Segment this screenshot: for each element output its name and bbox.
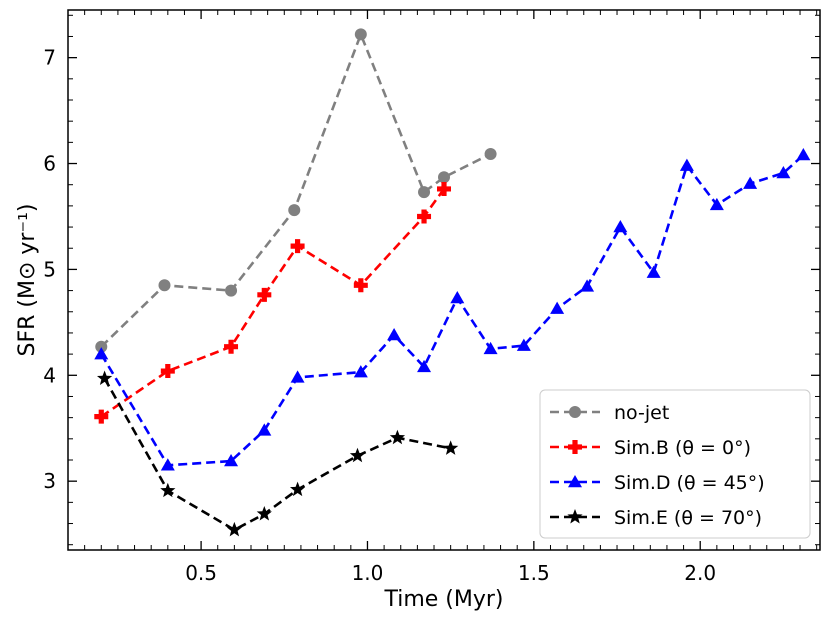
marker-triangle — [550, 301, 565, 314]
marker-triangle — [94, 347, 109, 360]
marker-circle — [158, 279, 171, 292]
legend: no-jet Sim.B (θ = 0°) Sim.D (θ = 45°) Sim.E… — [539, 389, 811, 539]
marker-circle — [354, 28, 367, 41]
marker-plus — [160, 364, 175, 379]
marker-star — [289, 481, 306, 497]
marker-triangle — [679, 158, 694, 171]
marker-circle — [438, 171, 450, 184]
marker-triangle — [353, 365, 368, 378]
marker-plus — [94, 409, 109, 424]
marker-triangle — [257, 423, 272, 436]
marker-triangle — [646, 265, 661, 278]
y-tick-label: 6 — [43, 152, 56, 176]
legend-entry: Sim.B (θ = 0°) — [550, 437, 751, 459]
plot-layer — [94, 28, 811, 537]
marker-plus — [290, 239, 305, 254]
marker-triangle — [417, 359, 432, 373]
legend-box — [539, 389, 811, 539]
marker-triangle — [516, 338, 531, 351]
marker-star — [160, 482, 176, 498]
marker-star — [349, 447, 366, 463]
marker-triangle — [776, 166, 791, 179]
marker-circle — [569, 406, 581, 418]
y-tick-label: 5 — [43, 257, 56, 281]
y-tick-label: 4 — [43, 363, 56, 387]
series-sim.d — [94, 148, 811, 471]
tick-layer: 0.5 1.0 1.5 2.0 3 4 5 6 7 — [43, 10, 820, 585]
marker-plus — [417, 209, 432, 224]
marker-triangle — [796, 148, 811, 161]
marker-triangle — [290, 370, 305, 383]
legend-entry: Sim.E (θ = 70°) — [550, 507, 762, 529]
marker-plus — [257, 287, 272, 302]
x-axis-label: Time (Myr) — [383, 587, 503, 612]
marker-plus — [437, 181, 451, 196]
marker-star — [226, 521, 242, 537]
series-no-jet — [95, 28, 497, 353]
marker-plus — [224, 339, 239, 354]
series-line — [100, 188, 446, 418]
marker-triangle — [613, 220, 628, 233]
marker-circle — [95, 340, 108, 353]
marker-triangle — [160, 458, 175, 471]
marker-triangle — [483, 341, 498, 355]
marker-star — [567, 509, 583, 524]
marker-circle — [418, 186, 431, 199]
marker-triangle — [743, 176, 758, 189]
marker-triangle — [580, 279, 595, 292]
y-axis-label: SFR (M⊙ yr⁻¹) — [15, 204, 40, 357]
marker-triangle — [387, 328, 402, 341]
series-sim.b — [94, 181, 451, 424]
marker-star — [256, 506, 272, 521]
y-tick-label: 7 — [43, 46, 56, 70]
y-tick-label: 3 — [43, 469, 56, 493]
marker-star — [389, 429, 406, 445]
marker-circle — [225, 284, 238, 297]
legend-label: Sim.D (θ = 45°) — [614, 472, 765, 494]
x-tick-label: 2.0 — [684, 561, 716, 585]
legend-entry: Sim.D (θ = 45°) — [550, 472, 765, 494]
x-tick-label: 0.5 — [185, 561, 217, 585]
marker-circle — [288, 204, 301, 217]
plot-frame — [67, 9, 821, 551]
marker-star — [96, 370, 113, 385]
legend-label: Sim.B (θ = 0°) — [614, 437, 751, 459]
marker-circle — [484, 148, 497, 160]
series-sim.e — [96, 370, 459, 537]
marker-star — [443, 440, 459, 455]
series-line — [103, 377, 451, 532]
marker-plus — [353, 278, 368, 293]
x-tick-label: 1.5 — [518, 561, 550, 585]
legend-label: Sim.E (θ = 70°) — [614, 507, 762, 529]
x-tick-label: 1.0 — [352, 561, 384, 585]
marker-triangle — [450, 291, 465, 304]
marker-triangle — [568, 475, 582, 488]
legend-entry: no-jet — [550, 402, 669, 424]
legend-label: no-jet — [614, 402, 669, 424]
marker-plus — [568, 440, 582, 454]
marker-triangle — [224, 454, 239, 467]
marker-triangle — [709, 197, 724, 211]
